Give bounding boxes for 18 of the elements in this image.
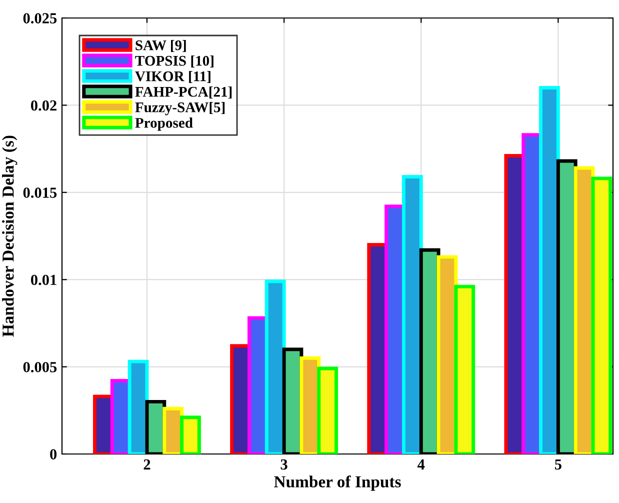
legend-label: Proposed [135,118,193,131]
x-tick-label: 4 [418,459,425,470]
y-axis-title: Handover Decision Delay (s) [2,136,18,337]
y-tick-label: 0.01 [30,274,56,286]
legend-label: VIKOR [11] [135,70,210,84]
legend-label: Fuzzy-SAW[5] [135,102,225,116]
legend-label: TOPSIS [10] [135,55,214,68]
y-tick-label: 0.025 [23,13,57,24]
legend-label: SAW [9] [136,40,186,52]
x-tick-label: 3 [280,459,288,470]
y-tick-label: 0.015 [23,188,57,198]
x-tick-label: 5 [554,459,562,470]
legend-label: FAHP-PCA[21] [135,86,232,99]
y-tick-label: 0 [50,449,57,460]
y-tick-label: 0.005 [23,362,57,372]
x-axis-title: Number of Inputs [274,475,401,491]
x-tick-label: 2 [144,459,150,470]
y-tick-label: 0.02 [30,100,56,111]
